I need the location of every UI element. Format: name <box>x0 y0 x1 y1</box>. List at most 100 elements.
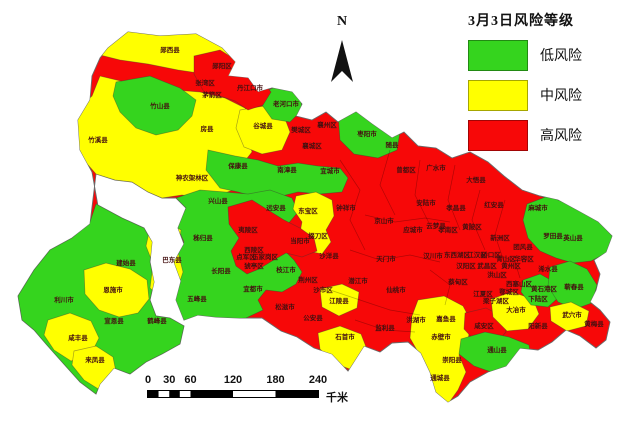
county-label: 钟祥市 <box>336 203 356 212</box>
county-label: 江夏区 <box>473 289 493 298</box>
scale-bar-unit: 千米 <box>326 392 348 404</box>
legend-swatch-low <box>468 39 528 71</box>
scale-bar-segments <box>147 390 319 398</box>
county-label: 房县 <box>201 124 215 133</box>
county-border <box>339 159 366 251</box>
region-jiangling <box>319 283 360 317</box>
county-label: 石首市 <box>334 332 355 341</box>
region-zhushan <box>112 75 197 136</box>
county-label: 广水市 <box>426 163 446 172</box>
county-label: 猇亭区 <box>244 261 264 270</box>
legend-rows: 低风险 中风险 高风险 <box>468 39 628 151</box>
county-label: 来凤县 <box>84 355 105 364</box>
region-baokang-nanzhang-yicheng <box>205 149 349 198</box>
county-label: 汉川市 <box>423 251 443 260</box>
county-label: 鹤峰县 <box>147 316 167 325</box>
county-label: 监利县 <box>375 323 395 332</box>
county-label: 张湾区 <box>195 78 215 87</box>
county-label: 天门市 <box>376 254 396 263</box>
county-label: 兴山县 <box>208 196 228 205</box>
county-label: 黄陂区 <box>462 222 482 231</box>
scale-tick: 240 <box>308 374 328 386</box>
county-label: 咸丰县 <box>68 333 88 342</box>
county-label: 大冶市 <box>506 305 526 314</box>
county-label: 罗田县 <box>543 231 563 240</box>
county-label: 随县 <box>386 140 400 149</box>
county-label: 襄城区 <box>301 141 322 150</box>
legend: 3月3日风险等级 低风险 中风险 高风险 <box>468 10 628 160</box>
county-label: 当阳市 <box>290 236 310 245</box>
county-label: 松滋市 <box>275 302 295 311</box>
county-label: 南漳县 <box>277 165 297 174</box>
region-daye <box>490 291 540 332</box>
county-label: 仙桃市 <box>386 285 406 294</box>
county-label: 茅箭区 <box>202 90 222 99</box>
county-label: 掇刀区 <box>308 231 328 240</box>
county-label: 宣恩县 <box>104 316 124 325</box>
county-label: 远安县 <box>266 203 286 212</box>
county-label: 潜江市 <box>348 276 368 285</box>
county-label: 公安县 <box>303 313 323 322</box>
scale-tick: 30 <box>163 374 176 386</box>
county-label: 恩施市 <box>103 285 123 294</box>
county-border <box>329 289 421 316</box>
scale-tick: 120 <box>223 374 243 386</box>
county-border <box>499 254 521 279</box>
county-label: 黄梅县 <box>584 319 604 328</box>
county-label: 应城市 <box>403 225 423 234</box>
county-label: 长阳县 <box>211 266 231 275</box>
county-border <box>349 249 441 263</box>
county-label: 夷陵区 <box>238 225 258 234</box>
region-enshi-city <box>83 262 150 318</box>
county-label: 秭归县 <box>192 233 213 242</box>
county-label: 洪山区 <box>487 270 507 279</box>
scale-tick: 180 <box>266 374 285 386</box>
county-label: 西陵区 <box>244 245 264 254</box>
legend-swatch-medium <box>468 79 528 111</box>
legend-swatch-high <box>468 119 528 151</box>
county-label: 枝江市 <box>275 265 296 274</box>
legend-item-high: 高风险 <box>468 119 628 151</box>
county-label: 赤壁市 <box>431 332 451 341</box>
county-label: 大悟县 <box>466 175 486 184</box>
county-label: 沙市区 <box>313 285 333 294</box>
legend-label-high: 高风险 <box>540 129 582 144</box>
county-label: 武穴市 <box>562 310 582 319</box>
county-label: 咸安区 <box>474 321 494 330</box>
county-label: 京山市 <box>374 216 394 225</box>
county-label: 利川市 <box>54 295 74 304</box>
county-label: 鄂城区 <box>499 287 519 296</box>
county-label: 荆州区 <box>298 275 318 284</box>
county-border <box>414 159 431 226</box>
county-label: 武昌区 <box>477 261 497 270</box>
county-label: 沙洋县 <box>319 251 339 260</box>
county-label: 神农架林区 <box>176 173 209 182</box>
county-border <box>471 189 486 251</box>
region-yichang-urban <box>227 199 318 275</box>
county-label: 黄石港区 <box>531 284 558 293</box>
county-label: 嘉鱼县 <box>435 314 456 323</box>
county-label: 巴东县 <box>162 255 182 264</box>
county-label: 竹溪县 <box>87 135 108 144</box>
north-arrow: N <box>318 14 366 90</box>
county-label: 建始县 <box>115 258 136 267</box>
county-label: 红安县 <box>484 200 504 209</box>
legend-label-medium: 中风险 <box>540 89 582 104</box>
county-label: 西塞山区 <box>506 279 533 288</box>
county-label: 蕲春县 <box>564 282 584 291</box>
county-label: 老河口市 <box>272 99 300 108</box>
scale-bar: 0 30 60 120 180 240 千米 <box>140 374 355 404</box>
county-label: 孝昌县 <box>445 203 466 212</box>
region-xianning-south <box>409 295 472 402</box>
county-label: 曾都区 <box>396 165 416 174</box>
county-label: 樊城区 <box>291 125 311 134</box>
county-label: 竹山县 <box>149 101 170 110</box>
county-label: 团风县 <box>513 242 533 251</box>
scale-tick: 0 <box>144 374 152 386</box>
scale-tick: 60 <box>184 374 197 386</box>
legend-label-low: 低风险 <box>540 49 582 64</box>
county-border <box>379 149 396 216</box>
county-label: 江陵县 <box>329 296 349 305</box>
county-label: 五峰县 <box>187 294 207 303</box>
